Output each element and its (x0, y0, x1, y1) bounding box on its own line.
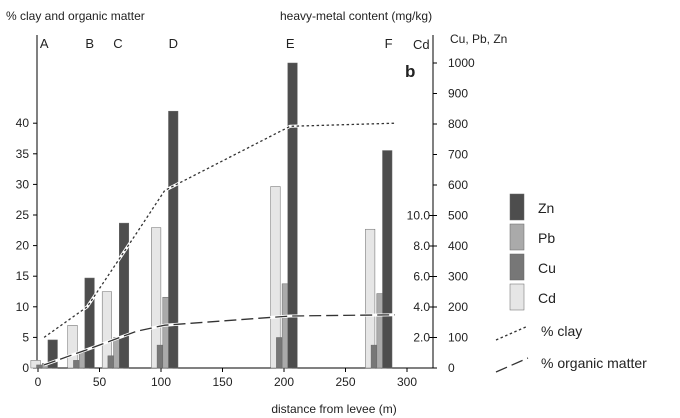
legend-line-organic-matter (495, 357, 529, 373)
site-label-D: D (169, 36, 178, 51)
panel-label: b (405, 62, 415, 81)
right-tick-label: 800 (448, 117, 468, 131)
legend-label-pb: Pb (538, 230, 555, 246)
x-axis-title: distance from levee (m) (271, 402, 396, 416)
cd-tick-label: 8.0 (413, 239, 430, 253)
site-label-A: A (40, 36, 49, 51)
cd-tick-label: 10.0 (407, 209, 431, 223)
right-tick-label: 300 (448, 270, 468, 284)
legend-line-clay (495, 325, 529, 341)
cd-tick-label: 4.0 (413, 300, 430, 314)
line-halo (43, 121, 395, 339)
cd-tick-label: 6.0 (413, 270, 430, 284)
left-tick-label: 10 (16, 300, 30, 314)
right-axis-subtitle: Cu, Pb, Zn (450, 32, 507, 46)
left-tick-label: 35 (16, 147, 30, 161)
bar-zn (119, 222, 130, 369)
x-tick-label: 50 (93, 375, 107, 389)
right-axis-title: heavy-metal content (mg/kg) (280, 9, 432, 23)
legend-label-cu: Cu (538, 260, 556, 276)
right-tick-label: 500 (448, 209, 468, 223)
bar-cd (30, 360, 41, 369)
right-tick-label: 100 (448, 331, 468, 345)
cd-tick-label: 2.0 (413, 331, 430, 345)
bar-zn (84, 277, 95, 369)
right-tick-label: 900 (448, 87, 468, 101)
right-tick-label: 700 (448, 148, 468, 162)
cd-axis-label: Cd (413, 37, 430, 52)
right-tick-label: 200 (448, 300, 468, 314)
left-tick-label: 40 (16, 116, 30, 130)
x-tick-label: 100 (151, 375, 171, 389)
x-tick-label: 300 (397, 375, 417, 389)
left-tick-label: 15 (16, 269, 30, 283)
right-tick-label: 0 (448, 361, 455, 375)
x-tick-label: 250 (335, 375, 355, 389)
bar-cd (365, 228, 376, 369)
left-tick-label: 30 (16, 177, 30, 191)
bar-cd (101, 291, 112, 369)
x-tick-label: 200 (274, 375, 294, 389)
line-halo (43, 313, 395, 367)
site-label-F: F (385, 36, 393, 51)
bar-zn (382, 150, 393, 369)
site-label-E: E (286, 36, 295, 51)
right-tick-label: 400 (448, 239, 468, 253)
left-tick-label: 25 (16, 208, 30, 222)
line-organic-matter (43, 314, 395, 366)
site-label-C: C (113, 36, 122, 51)
x-tick-label: 150 (212, 375, 232, 389)
left-axis-title: % clay and organic matter (6, 9, 145, 23)
legend-swatch-cu (509, 253, 525, 281)
legend-label-cd: Cd (538, 290, 556, 306)
left-tick-label: 5 (22, 330, 29, 344)
left-tick-label: 0 (22, 361, 29, 375)
bar-zn (287, 62, 298, 369)
bar-cd (151, 227, 162, 369)
bar-cd (67, 325, 78, 369)
legend-swatch-cd (509, 283, 525, 311)
x-tick-label: 0 (35, 375, 42, 389)
bar-cd (270, 186, 281, 369)
bar-zn (47, 339, 58, 369)
site-label-B: B (85, 36, 94, 51)
right-tick-label: 1000 (448, 56, 475, 70)
left-tick-label: 20 (16, 239, 30, 253)
legend-swatch-pb (509, 223, 525, 251)
right-tick-label: 600 (448, 178, 468, 192)
line-clay (43, 122, 395, 338)
legend-label-clay: % clay (541, 323, 582, 339)
legend-label-organic-matter: % organic matter (541, 355, 647, 371)
legend-swatch-zn (509, 193, 525, 221)
legend-label-zn: Zn (538, 200, 554, 216)
bar-zn (168, 110, 179, 369)
